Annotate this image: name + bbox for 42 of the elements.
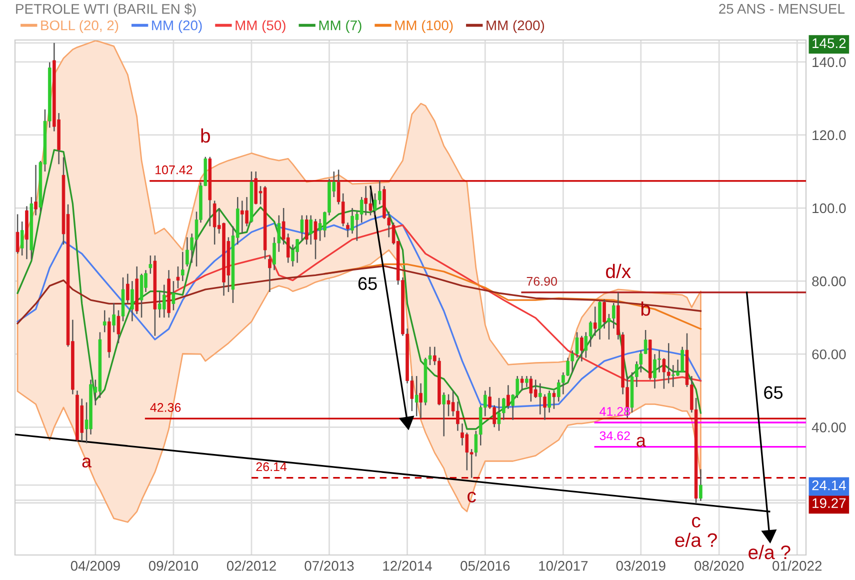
- y-tick-label: 24.14: [812, 480, 846, 490]
- y-tick-label: 60.00: [812, 349, 846, 360]
- series-label: 65: [358, 277, 377, 290]
- series-label: 26.14: [256, 462, 287, 472]
- legend-label: MM (20): [152, 20, 202, 34]
- chart-title: PETROLE WTI (BARIL EN $): [16, 3, 196, 17]
- annotation: a: [636, 436, 646, 447]
- series-label: 34.62: [600, 431, 630, 440]
- y-tick-label: 120.0: [812, 130, 846, 140]
- legend-label: MM (100): [395, 20, 453, 34]
- y-tick-label: 40.00: [812, 422, 846, 432]
- annotation: d/x: [606, 264, 631, 278]
- annotation: c: [468, 492, 476, 502]
- legend-label: MM (7): [319, 20, 362, 34]
- x-tick-label: 07/2013: [304, 560, 354, 571]
- series-label: 107.42: [156, 165, 192, 174]
- chart-subtitle: 25 ANS - MENSUEL: [719, 4, 845, 14]
- x-tick-label: 05/2016: [460, 560, 510, 571]
- legend-label: MM (200): [486, 20, 544, 34]
- x-tick-label: 12/2014: [383, 560, 432, 571]
- annotation: e/a ?: [675, 532, 717, 547]
- annotation: c: [692, 516, 700, 528]
- x-tick-label: 10/2017: [539, 560, 588, 571]
- x-tick-label: 08/2020: [694, 560, 744, 571]
- x-tick-label: 03/2019: [616, 560, 666, 571]
- y-tick-label: 80.00: [812, 276, 846, 286]
- y-tick-label: 145.2: [812, 38, 846, 48]
- x-tick-label: 09/2010: [148, 560, 198, 571]
- legend-label: BOLL (20, 2): [41, 20, 118, 34]
- x-tick-label: 02/2012: [226, 560, 276, 571]
- annotation: e/a ?: [748, 544, 790, 560]
- annotation: a: [82, 458, 92, 468]
- annotation: b: [201, 128, 210, 143]
- y-tick-label: 140.0: [812, 57, 846, 68]
- x-tick-label: 04/2009: [70, 560, 120, 571]
- series-label: 65: [764, 386, 783, 399]
- series-label: 42.36: [150, 403, 181, 412]
- y-tick-label: 100.0: [812, 203, 846, 214]
- series-label: 76.90: [526, 276, 558, 286]
- y-tick-label: 19.27: [812, 498, 846, 508]
- legend-label: MM (50): [236, 20, 286, 34]
- x-tick-label: 01/2022: [772, 560, 822, 571]
